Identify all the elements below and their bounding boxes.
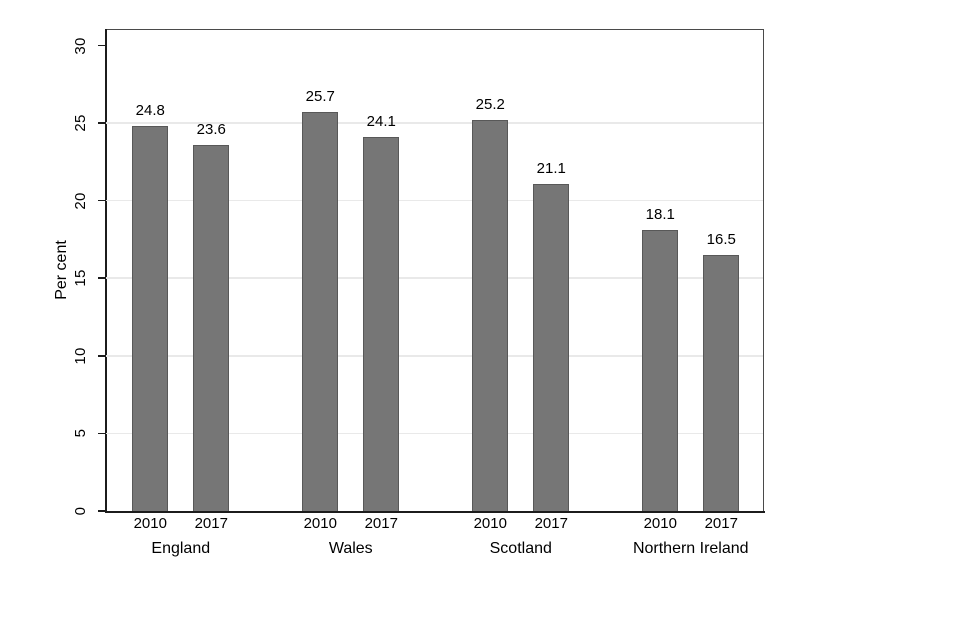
y-tick-25: [98, 122, 106, 124]
bar-value-label: 16.5: [706, 230, 736, 248]
group-label-northern-ireland: Northern Ireland: [632, 540, 749, 557]
bar-scotland-2010: [472, 120, 509, 511]
y-tick-label-30: 30: [71, 36, 89, 55]
gridline-20: [106, 199, 763, 202]
y-tick-30: [98, 44, 106, 47]
bar-england-2017: [193, 144, 230, 511]
bar-value-label: 24.8: [135, 102, 165, 120]
x-tick-label-2017: 2017: [194, 515, 228, 532]
bar-scotland-2017: [533, 183, 570, 511]
x-tick-label-2010: 2010: [303, 515, 337, 532]
x-tick-label-2010: 2010: [473, 515, 507, 532]
y-tick-label-15: 15: [71, 269, 89, 287]
group-label-wales: Wales: [328, 540, 373, 557]
bar-value-label: 24.1: [366, 113, 396, 131]
gridline-15: [106, 277, 763, 280]
bar-northern-ireland-2017: [703, 254, 740, 511]
bar-england-2010: [132, 126, 169, 511]
y-tick-15: [98, 277, 106, 280]
y-tick-0: [98, 510, 106, 512]
group-label-england: England: [151, 540, 211, 557]
gridline-5: [106, 432, 763, 435]
bar-value-label: 21.1: [536, 159, 566, 177]
y-tick-label-20: 20: [71, 192, 89, 210]
y-tick-label-10: 10: [71, 347, 89, 365]
gridline-25: [106, 122, 763, 124]
bar-value-label: 25.2: [475, 96, 505, 113]
y-tick-20: [98, 199, 106, 202]
x-tick-label-2010: 2010: [133, 515, 167, 532]
x-axis-line: [104, 510, 765, 513]
group-label-scotland: Scotland: [489, 540, 552, 557]
bar-wales-2010: [302, 112, 339, 511]
bar-value-label: 25.7: [305, 88, 335, 106]
y-tick-5: [98, 432, 106, 435]
y-tick-10: [98, 355, 106, 357]
x-tick-label-2017: 2017: [364, 515, 398, 532]
x-tick-label-2017: 2017: [534, 515, 568, 532]
y-axis-line: [104, 29, 107, 512]
x-tick-label-2010: 2010: [643, 515, 677, 532]
bar-wales-2017: [363, 137, 400, 511]
y-tick-label-25: 25: [71, 114, 89, 132]
y-tick-label-5: 5: [71, 429, 89, 438]
bar-value-label: 23.6: [196, 120, 226, 138]
gridline-10: [106, 355, 763, 357]
plot-area: 0 5 10 15 20 25 30 24.8 2010 23.6 2017 England 25.7 2…: [72, 29, 765, 557]
x-tick-label-2017: 2017: [704, 515, 738, 532]
bar-northern-ireland-2010: [642, 230, 679, 511]
y-tick-label-0: 0: [71, 506, 89, 516]
bar-value-label: 18.1: [645, 206, 675, 224]
